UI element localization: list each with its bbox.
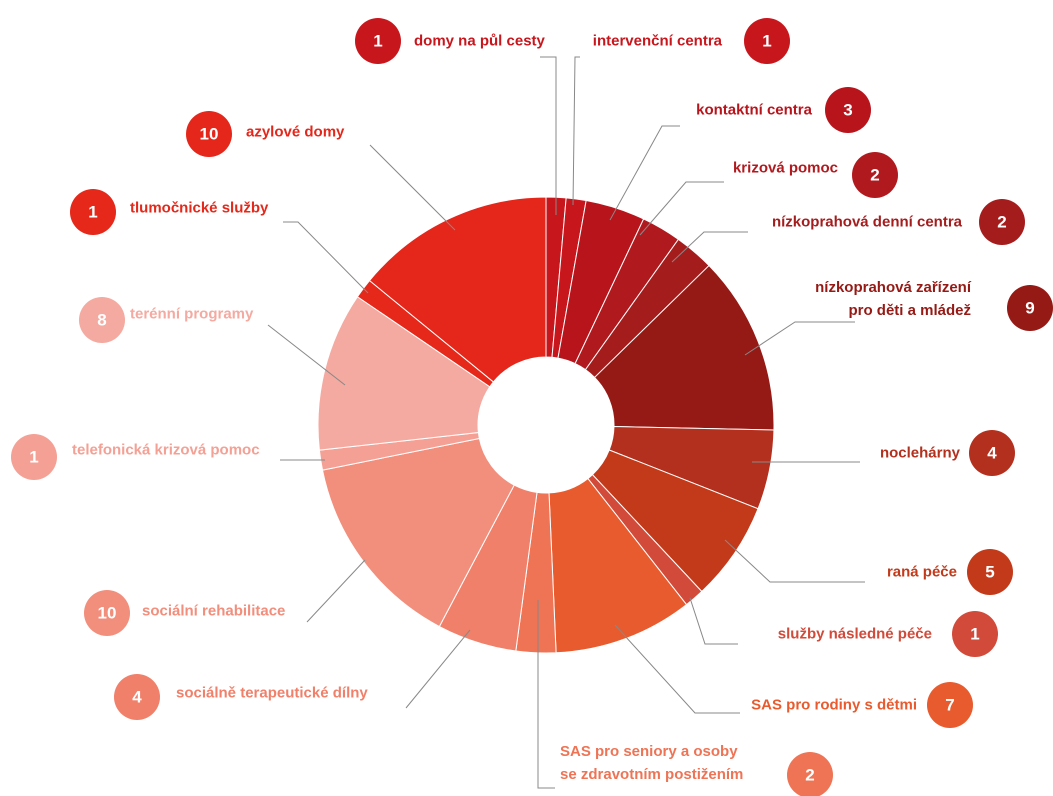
value-label: 3 <box>843 101 852 120</box>
value-label: 1 <box>970 625 979 644</box>
badge <box>1007 285 1053 331</box>
badge <box>744 18 790 64</box>
leader-line <box>724 539 865 583</box>
category-label: azylové domy <box>246 123 345 141</box>
leader-line <box>689 597 738 645</box>
badge <box>114 674 160 720</box>
value-label: 1 <box>762 32 771 51</box>
leader-line <box>609 125 680 221</box>
leader-line <box>267 324 346 386</box>
badge <box>70 189 116 235</box>
category-label: tlumočnické služby <box>130 199 269 217</box>
value-label: 2 <box>870 166 879 185</box>
value-label: 1 <box>88 203 97 222</box>
leader-line <box>369 144 456 231</box>
badge <box>852 152 898 198</box>
leader-line <box>671 231 748 263</box>
badge <box>952 611 998 657</box>
badge <box>355 18 401 64</box>
badge <box>825 87 871 133</box>
value-label: 4 <box>987 444 997 463</box>
leader-line <box>614 624 740 714</box>
leader-line <box>405 629 471 709</box>
category-label: raná péče <box>886 563 957 581</box>
value-label: 7 <box>945 696 954 715</box>
donut-segment <box>368 196 547 383</box>
category-label: sociální rehabilitace <box>142 602 286 620</box>
badge <box>967 549 1013 595</box>
value-label: 9 <box>1025 299 1034 318</box>
category-label: sociálně terapeutické dílny <box>176 684 368 702</box>
category-label: kontaktní centra <box>696 101 812 119</box>
category-label: domy na půl cesty <box>414 32 545 50</box>
badge <box>787 752 833 796</box>
category-label: intervenční centra <box>592 32 722 50</box>
value-label: 2 <box>805 766 814 785</box>
value-label: 10 <box>200 125 219 144</box>
donut-segment <box>548 477 688 654</box>
category-label: služby následné péče <box>777 625 932 643</box>
value-label: 8 <box>97 311 106 330</box>
category-label: krizová pomoc <box>732 159 838 177</box>
donut-segment <box>317 296 491 451</box>
leader-line <box>639 181 724 236</box>
leader-line <box>283 221 369 294</box>
badge <box>969 430 1015 476</box>
category-label: SAS pro rodiny s dětmi <box>751 696 917 714</box>
value-label: 5 <box>985 563 994 582</box>
badge <box>79 297 125 343</box>
value-label: 1 <box>29 448 38 467</box>
leader-line <box>306 559 366 623</box>
category-label: nízkoprahová denní centra <box>771 213 962 231</box>
donut-segment <box>593 264 775 431</box>
category-label: terénní programy <box>130 305 254 323</box>
badge <box>186 111 232 157</box>
value-label: 10 <box>98 604 117 623</box>
donut-segment <box>321 437 515 628</box>
leader-line <box>572 56 580 206</box>
value-label: 4 <box>132 688 142 707</box>
value-label: 2 <box>997 213 1006 232</box>
category-label: nízkoprahová zařízení pro děti a mládež <box>815 279 971 319</box>
leader-line <box>540 56 557 215</box>
badge <box>927 682 973 728</box>
badge <box>979 199 1025 245</box>
badge <box>84 590 130 636</box>
category-label: telefonická krizová pomoc <box>72 441 260 459</box>
value-label: 1 <box>373 32 382 51</box>
leader-line <box>537 600 555 789</box>
badge <box>11 434 57 480</box>
category-label: SAS pro seniory a osoby se zdravotním po… <box>560 743 744 783</box>
category-label: noclehárny <box>879 444 960 462</box>
leader-line <box>744 321 855 356</box>
